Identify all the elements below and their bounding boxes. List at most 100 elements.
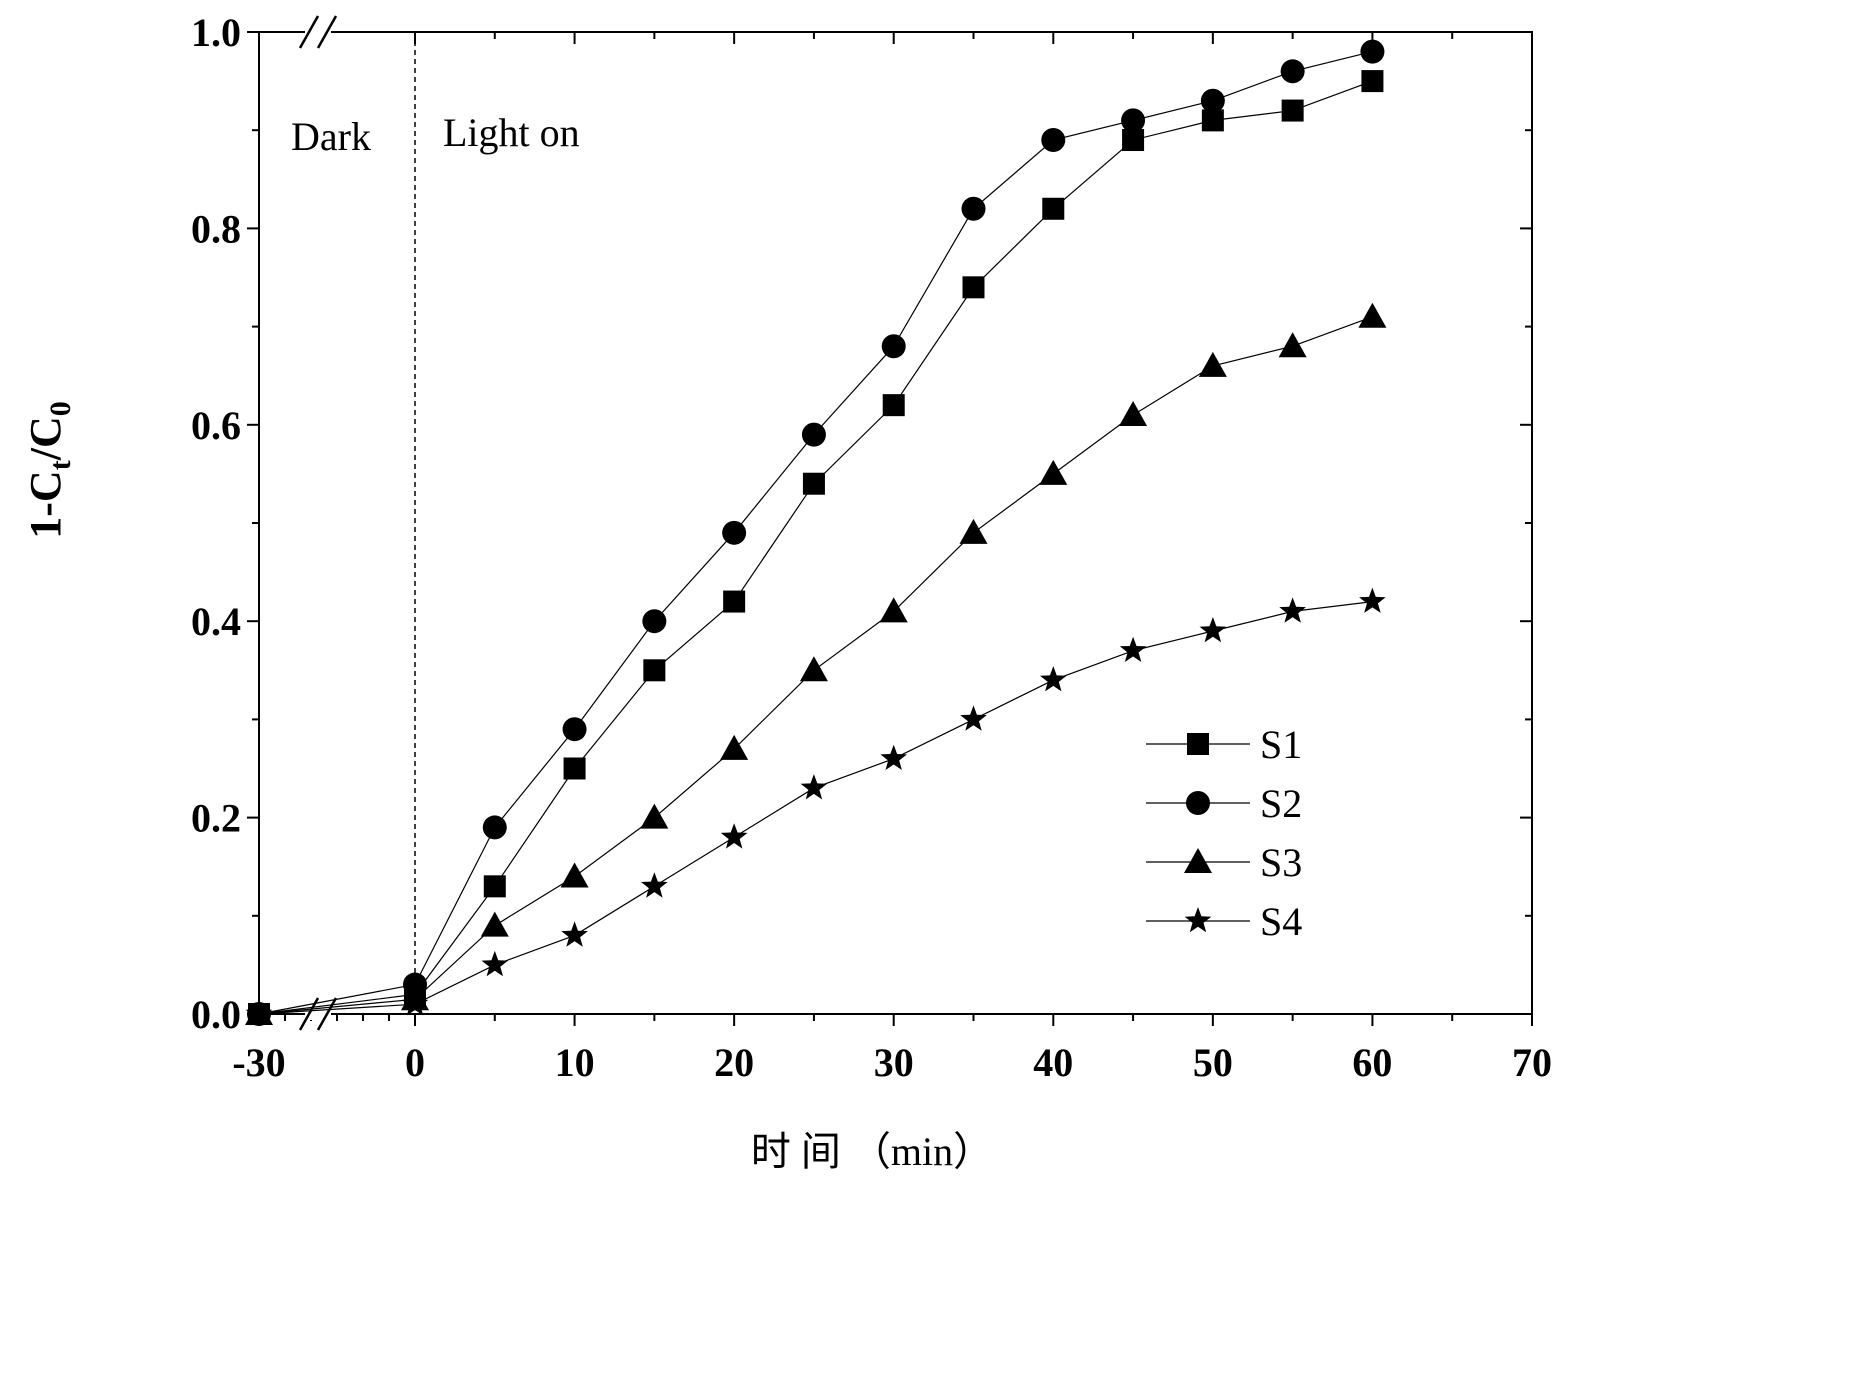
legend-marker-s3 (1184, 848, 1212, 873)
y-tick-label: 0.2 (191, 796, 241, 841)
series-s2-point (1121, 108, 1146, 133)
x-tick-label: 50 (1193, 1040, 1233, 1085)
series-s3-line (258, 316, 1373, 1015)
y-tick-label: 1.0 (191, 10, 241, 55)
series-s3-point (799, 656, 828, 682)
series-s3-point (1119, 400, 1148, 426)
series-s2 (247, 39, 1385, 1026)
y-title-sub-0: 0 (44, 401, 77, 416)
series-s4-point (641, 872, 668, 898)
series-s2-point (1200, 88, 1225, 113)
series-s4-point (880, 744, 907, 770)
series-s3-point (879, 597, 908, 623)
series-s4-point (960, 705, 987, 731)
x-axis-title: 时 间 （min） (751, 1129, 993, 1174)
series-s4-point (1199, 617, 1227, 643)
series-s4-point (1279, 597, 1306, 623)
series-s1-point (1122, 129, 1145, 152)
y-tick-label: 0.4 (191, 599, 241, 644)
series-s2-point (403, 972, 427, 997)
legend-item-s3: S3 (1146, 840, 1302, 885)
legend-marker-s2 (1186, 791, 1210, 815)
series-s3-point (1278, 332, 1307, 358)
axis-break-slash-top (316, 15, 338, 49)
series-s4-point (720, 823, 748, 849)
plot-frame (258, 31, 1533, 1015)
series-s2-point (722, 520, 747, 545)
series-s2-point (482, 815, 507, 840)
x-tick-label: 70 (1512, 1040, 1552, 1085)
axis-break-marks (298, 15, 338, 1031)
series-s3-point (959, 518, 988, 544)
plot-border (258, 31, 1533, 1015)
series-s2-point (801, 422, 826, 447)
legend-marker-s4 (1184, 907, 1212, 933)
series-s2-point (1041, 128, 1066, 153)
series-s1-point (723, 590, 746, 613)
y-tick-label: 0.6 (191, 403, 241, 448)
legend-label-s2: S2 (1260, 781, 1302, 826)
series-s4-point (800, 774, 828, 800)
series-s4-line (258, 601, 1373, 1015)
series-group (245, 39, 1387, 1026)
series-s4-point (561, 921, 588, 947)
series-s2-point (881, 334, 906, 359)
axis-ticks (247, 31, 1533, 1026)
series-s1-point (962, 276, 985, 299)
x-tick-label: 40 (1033, 1040, 1073, 1085)
series-s4-point (245, 1000, 273, 1026)
legend: S1 S2 S3 S4 (1146, 722, 1302, 944)
y-title-mid: /C (21, 416, 70, 461)
tick-labels: -30 0 10 20 30 40 50 60 70 0.0 0.2 0.4 0.6 0.8 1.0 (191, 10, 1552, 1085)
series-s4-point (481, 950, 509, 977)
x-tick-label: -30 (232, 1040, 285, 1085)
series-s1-point (882, 394, 905, 417)
series-s1-line (258, 80, 1373, 1015)
series-s3 (245, 302, 1387, 1025)
legend-label-s1: S1 (1260, 722, 1302, 767)
series-s3-point (480, 911, 509, 937)
series-s1-point (802, 472, 825, 495)
light-on-annotation: Light on (443, 110, 580, 155)
series-s2-point (1280, 59, 1305, 84)
series-s3-point (560, 862, 589, 888)
axis-break-slash-bottom (316, 997, 338, 1031)
series-s1-point (643, 659, 666, 682)
series-s4 (245, 587, 1386, 1026)
series-s2-point (642, 609, 667, 634)
legend-label-s3: S3 (1260, 840, 1302, 885)
y-title-main: 1-C (21, 470, 70, 538)
chart: -30 0 10 20 30 40 50 60 70 0.0 0.2 0.4 0.6 0.8 1.0 Dar… (21, 10, 1552, 1174)
series-s3-point (1198, 351, 1227, 377)
y-tick-label: 0.0 (191, 992, 241, 1037)
series-s4-point (1040, 666, 1067, 692)
series-s1 (248, 70, 1384, 1025)
axis-break-slash-top (298, 15, 320, 49)
series-s2-point (961, 196, 986, 221)
x-tick-label: 30 (874, 1040, 914, 1085)
x-tick-label: 0 (405, 1040, 425, 1085)
series-s1-point (483, 875, 506, 898)
y-axis-title: 1-Ct/C0 (21, 401, 77, 538)
series-s4-point (1359, 587, 1386, 613)
legend-label-s4: S4 (1260, 899, 1302, 944)
series-s2-point (562, 717, 587, 742)
series-s1-point (563, 757, 586, 780)
series-s1-point (1201, 109, 1224, 132)
legend-item-s1: S1 (1146, 722, 1302, 767)
series-s2-line (258, 51, 1373, 1015)
series-s1-point (1361, 70, 1384, 93)
x-tick-label: 20 (714, 1040, 754, 1085)
legend-item-s2: S2 (1146, 781, 1302, 826)
legend-marker-s1 (1187, 733, 1209, 755)
series-s2-point (1360, 39, 1385, 64)
series-s4-point (401, 990, 429, 1016)
series-s3-point (640, 803, 669, 829)
dark-annotation: Dark (291, 114, 371, 159)
series-s3-point (1358, 302, 1387, 328)
y-tick-label: 0.8 (191, 206, 241, 251)
series-s4-point (1119, 636, 1147, 662)
legend-item-s4: S4 (1146, 899, 1302, 944)
series-s1-point (1042, 197, 1065, 220)
x-tick-label: 10 (555, 1040, 595, 1085)
